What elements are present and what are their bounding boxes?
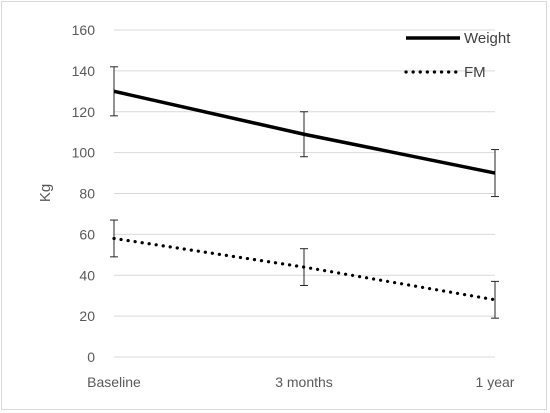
y-tick-label: 120 — [72, 104, 96, 120]
y-axis-label: Kg — [37, 184, 54, 202]
x-tick-label: 1 year — [476, 374, 515, 390]
y-tick-label: 160 — [72, 22, 96, 38]
y-tick-label: 40 — [79, 267, 95, 283]
legend: Weight FM — [404, 30, 511, 81]
y-tick-label: 100 — [72, 145, 96, 161]
error-bar — [491, 280, 499, 319]
gridlines — [114, 29, 495, 358]
x-tick-label: Baseline — [87, 374, 141, 390]
x-tick-label: 3 months — [275, 374, 333, 390]
legend-label: Weight — [464, 30, 511, 47]
x-tick-labels: Baseline 3 months 1 year — [87, 374, 515, 390]
y-tick-label: 60 — [79, 226, 95, 242]
y-tick-label: 80 — [79, 186, 95, 202]
series-line-weight — [113, 89, 496, 175]
y-tick-label: 0 — [87, 349, 95, 365]
y-tick-label: 140 — [72, 63, 96, 79]
series-lines — [112, 89, 497, 302]
legend-label: FM — [464, 64, 486, 81]
series-line-fm — [112, 236, 497, 302]
y-tick-label: 20 — [79, 308, 95, 324]
y-tick-labels: 0 20 40 60 80 100 120 140 160 — [72, 22, 96, 365]
